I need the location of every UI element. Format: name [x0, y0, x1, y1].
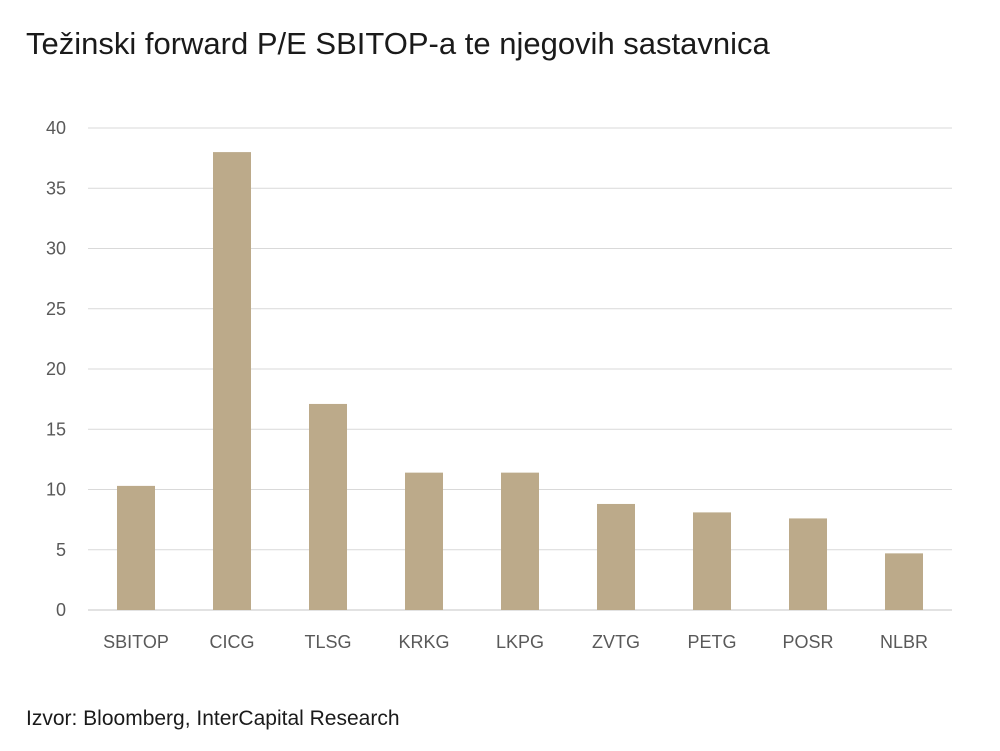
bar-posr: [789, 518, 827, 610]
bar-chart: 0 5 10 15 20 25 30 35 40 SBITOP CICG TLSG KRKG LKPG Z…: [46, 118, 952, 652]
y-tick-label: 35: [46, 178, 66, 198]
x-tick-label: LKPG: [496, 632, 544, 652]
bar-petg: [693, 512, 731, 610]
x-tick-label: CICG: [210, 632, 255, 652]
y-tick-label: 30: [46, 239, 66, 259]
y-tick-label: 15: [46, 419, 66, 439]
x-tick-label: KRKG: [398, 632, 449, 652]
bar-cicg: [213, 152, 251, 610]
x-tick-label: NLBR: [880, 632, 928, 652]
bar-tlsg: [309, 403, 347, 610]
y-tick-label: 40: [46, 118, 66, 138]
chart-title: Težinski forward P/E SBITOP-a te njegovi…: [26, 26, 770, 61]
y-tick-label: 0: [56, 600, 66, 620]
source-note: Izvor: Bloomberg, InterCapital Research: [26, 707, 400, 730]
y-tick-label: 20: [46, 359, 66, 379]
bar-nlbr: [885, 553, 923, 610]
x-tick-label: TLSG: [304, 632, 351, 652]
y-tick-label: 10: [46, 480, 66, 500]
y-tick-label: 5: [56, 540, 66, 560]
x-tick-label: PETG: [687, 632, 736, 652]
bar-krkg: [405, 472, 443, 610]
bar-sbitop: [117, 485, 155, 610]
x-tick-label: ZVTG: [592, 632, 640, 652]
y-axis-ticks: 0 5 10 15 20 25 30 35 40: [46, 118, 66, 620]
y-tick-label: 25: [46, 299, 66, 319]
bar-lkpg: [501, 472, 539, 610]
bar-zvtg: [597, 503, 635, 610]
x-axis-labels: SBITOP CICG TLSG KRKG LKPG ZVTG PETG POSR NLBR: [103, 632, 928, 652]
x-tick-label: SBITOP: [103, 632, 169, 652]
bars: [117, 152, 923, 610]
x-tick-label: POSR: [782, 632, 833, 652]
